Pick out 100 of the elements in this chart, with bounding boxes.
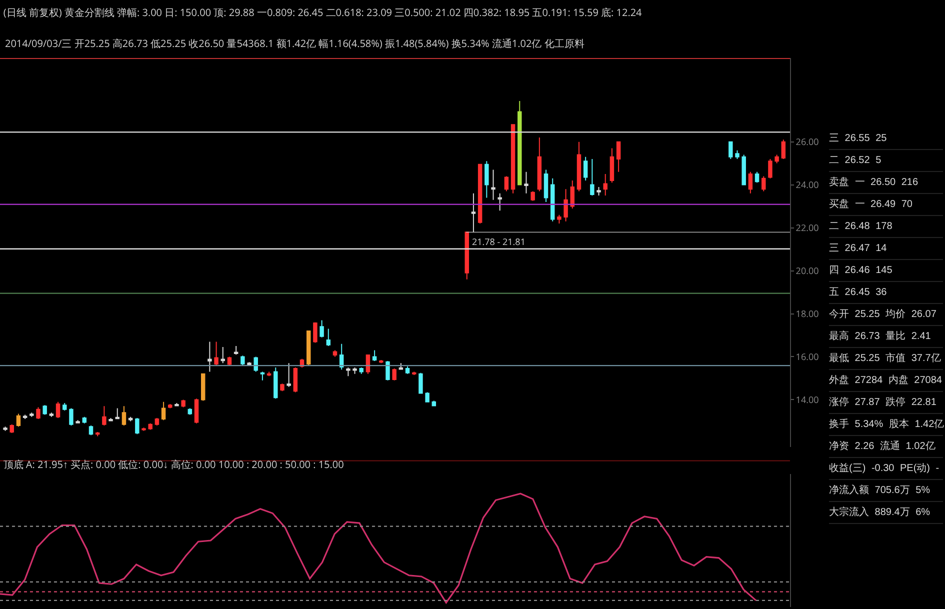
candlestick bbox=[326, 328, 331, 346]
candlestick bbox=[234, 345, 238, 356]
text: 净资 2.26 流通 1.02亿 bbox=[829, 441, 936, 452]
chart-title: (日线 前复权) 黄金分割线 弹幅: 3.00 日: 150.00 顶: 29.88 一0.809: 26.45 二0.618: 23.09 三0.500: 21.02 四0.382: 18.95 五0.191: 15.59 底: 12.24 bbox=[3, 5, 642, 20]
candlestick bbox=[352, 366, 357, 374]
candlestick bbox=[260, 371, 265, 381]
text: 二 26.48 178 bbox=[829, 221, 892, 232]
candlestick bbox=[510, 124, 516, 194]
candlestick bbox=[320, 320, 324, 338]
candlestick bbox=[214, 341, 218, 366]
candlestick bbox=[366, 354, 370, 374]
candlestick bbox=[491, 169, 496, 200]
candlestick bbox=[576, 141, 582, 192]
candlestick bbox=[280, 383, 284, 392]
candlestick bbox=[88, 425, 94, 436]
candlestick bbox=[62, 402, 67, 411]
candlestick bbox=[36, 406, 40, 420]
candlestick bbox=[498, 192, 502, 212]
text: 收益(三) -0.30 PE(动) - bbox=[829, 463, 940, 474]
text: 五 26.45 36 bbox=[829, 287, 887, 298]
candlestick bbox=[200, 373, 206, 402]
band-label: 21.78 - 21.81 bbox=[472, 235, 526, 248]
candlestick bbox=[762, 176, 766, 192]
candlestick bbox=[537, 137, 542, 192]
text: 三 26.47 14 bbox=[829, 243, 887, 254]
candlestick bbox=[359, 366, 364, 374]
candlestick bbox=[596, 186, 601, 196]
chart-title: 顶底 A: 21.95↑ 买点: 0.00 低位: 0.00↓ 高位: 0.00 10.00 : 20.00 : 50.00 : 15.00 bbox=[3, 457, 344, 472]
candlestick bbox=[227, 356, 232, 366]
candlestick bbox=[583, 156, 588, 181]
candlestick bbox=[306, 330, 311, 366]
candlestick bbox=[570, 180, 574, 209]
candlestick bbox=[49, 412, 54, 418]
candlestick bbox=[108, 417, 113, 422]
candlestick bbox=[3, 426, 8, 432]
text: 最低 25.25 市值 37.7亿 bbox=[829, 353, 941, 364]
candlestick bbox=[208, 341, 212, 372]
y-tick-label: 20.00 bbox=[796, 264, 819, 277]
text: 净流入额 705.6万 5% bbox=[829, 485, 930, 496]
candlestick bbox=[768, 158, 772, 179]
candlestick bbox=[425, 392, 430, 402]
candlestick bbox=[115, 408, 120, 420]
text: 二 26.52 5 bbox=[829, 155, 882, 166]
candlestick bbox=[102, 406, 106, 426]
y-tick-label: 24.00 bbox=[796, 178, 819, 191]
chart-subtitle: 2014/09/03/三 开25.25 高26.73 低25.25 收26.50 量54368.1 额1.42亿 幅1.16(4.58%) 振1.48(5.84%) 换5.34% 流通1.02亿 化工原料 bbox=[5, 36, 584, 50]
candlestick bbox=[168, 404, 172, 409]
candlestick bbox=[590, 158, 594, 196]
candlestick bbox=[754, 171, 760, 184]
candlestick bbox=[286, 362, 291, 388]
candlestick bbox=[274, 366, 278, 400]
candlestick bbox=[603, 174, 608, 196]
candlestick bbox=[332, 350, 338, 358]
candlestick bbox=[142, 427, 146, 432]
candlestick bbox=[122, 406, 126, 426]
candlestick bbox=[518, 100, 522, 186]
y-tick-label: 22.00 bbox=[796, 220, 819, 234]
text: 三 26.55 25 bbox=[829, 133, 887, 144]
y-tick-label: 26.00 bbox=[796, 134, 819, 148]
text: 涨停 27.87 跌停 22.81 bbox=[829, 397, 936, 408]
candlestick bbox=[735, 150, 740, 160]
candlestick bbox=[530, 190, 535, 202]
text: 换手 5.34% 股本 1.42亿 bbox=[829, 419, 944, 430]
text: 买盘 一 26.49 70 bbox=[829, 199, 912, 210]
text: 大宗流入 889.4万 6% bbox=[829, 507, 930, 518]
candlestick bbox=[346, 366, 350, 377]
candlestick bbox=[56, 401, 60, 418]
text: 四 26.46 145 bbox=[829, 265, 892, 276]
candlestick bbox=[550, 178, 555, 222]
candlestick bbox=[16, 413, 21, 428]
candlestick bbox=[392, 368, 396, 381]
text: 最高 26.73 量比 2.41 bbox=[829, 331, 931, 342]
candlestick bbox=[564, 188, 568, 222]
candlestick bbox=[524, 171, 528, 194]
candlestick bbox=[379, 359, 384, 364]
candlestick bbox=[610, 148, 614, 184]
candlestick bbox=[254, 356, 258, 372]
candlestick bbox=[728, 141, 733, 160]
candlestick bbox=[418, 372, 423, 394]
y-tick-label: 14.00 bbox=[796, 392, 819, 406]
candlestick bbox=[148, 422, 152, 430]
candlestick bbox=[616, 141, 621, 172]
candlestick bbox=[464, 232, 469, 280]
candlestick bbox=[161, 401, 166, 421]
candlestick bbox=[30, 412, 34, 418]
candlestick bbox=[42, 404, 47, 416]
candlestick bbox=[484, 160, 489, 198]
candlestick bbox=[742, 154, 746, 186]
candlestick bbox=[386, 360, 390, 381]
candlestick bbox=[372, 350, 377, 362]
candlestick bbox=[240, 355, 245, 366]
y-tick-label: 16.00 bbox=[796, 350, 819, 363]
text: 今开 25.25 均价 26.07 bbox=[829, 309, 936, 320]
candlestick bbox=[544, 169, 548, 202]
candlestick bbox=[69, 408, 74, 426]
candlestick bbox=[10, 424, 14, 434]
candlestick bbox=[82, 416, 87, 424]
y-tick-label: 18.00 bbox=[796, 306, 819, 320]
candlestick bbox=[313, 322, 318, 344]
candlestick bbox=[339, 343, 344, 370]
